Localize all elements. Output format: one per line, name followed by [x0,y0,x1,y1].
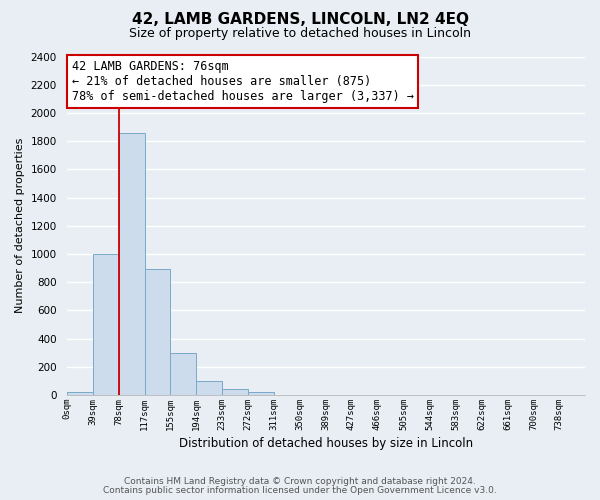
Text: Contains HM Land Registry data © Crown copyright and database right 2024.: Contains HM Land Registry data © Crown c… [124,477,476,486]
Text: Size of property relative to detached houses in Lincoln: Size of property relative to detached ho… [129,28,471,40]
X-axis label: Distribution of detached houses by size in Lincoln: Distribution of detached houses by size … [179,437,473,450]
Bar [170,352,196,395]
Text: 42 LAMB GARDENS: 76sqm
← 21% of detached houses are smaller (875)
78% of semi-de: 42 LAMB GARDENS: 76sqm ← 21% of detached… [72,60,414,103]
Y-axis label: Number of detached properties: Number of detached properties [15,138,25,314]
Bar [196,381,222,395]
Text: 42, LAMB GARDENS, LINCOLN, LN2 4EQ: 42, LAMB GARDENS, LINCOLN, LN2 4EQ [131,12,469,28]
Bar [67,392,92,395]
Bar [145,270,170,395]
Bar [92,254,119,395]
Bar [222,390,248,395]
Bar [119,132,145,395]
Text: Contains public sector information licensed under the Open Government Licence v3: Contains public sector information licen… [103,486,497,495]
Bar [248,392,274,395]
